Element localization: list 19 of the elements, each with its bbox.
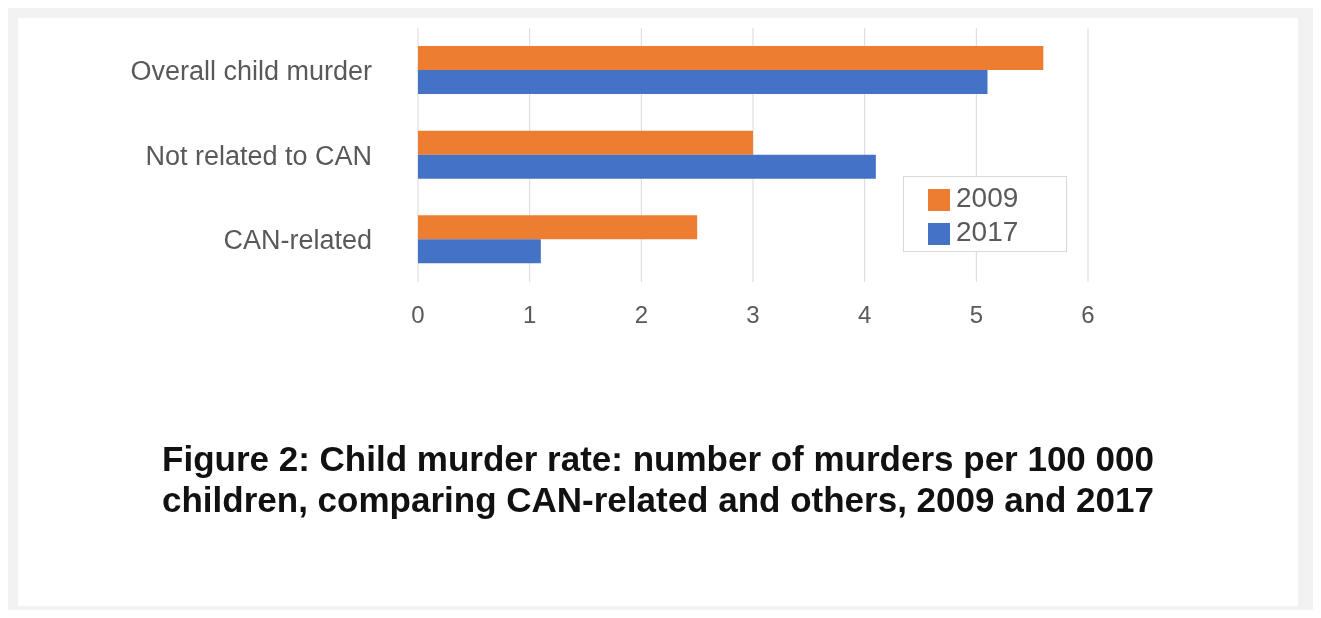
- bar: [418, 154, 876, 179]
- x-tick-label: 4: [857, 301, 872, 329]
- bar: [418, 239, 541, 264]
- x-tick-label: 5: [969, 301, 984, 329]
- x-tick-label: 2: [634, 301, 649, 329]
- legend-label: 2017: [956, 216, 1019, 247]
- bar: [418, 46, 1044, 70]
- bar: [418, 130, 753, 155]
- y-tick-label: CAN-related: [223, 225, 372, 256]
- legend-label: 2009: [956, 182, 1019, 213]
- x-tick-label: 3: [746, 301, 760, 329]
- y-tick-label: Not related to CAN: [145, 140, 372, 171]
- x-tick-label: 6: [1081, 301, 1095, 329]
- x-tick-label: 0: [411, 301, 425, 329]
- x-tick-label: 1: [522, 301, 537, 329]
- y-tick-label: Overall child murder: [130, 55, 373, 86]
- bar: [418, 70, 988, 94]
- text: Figure 2: Child murder rate: number of murders per 100 000 children, comparing CAN-related and others, 2009 and 2017: [161, 438, 1155, 520]
- bar: [418, 215, 698, 240]
